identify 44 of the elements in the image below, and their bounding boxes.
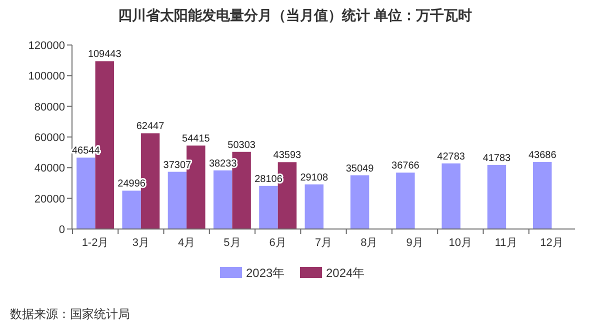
x-tick-label: 9月 bbox=[406, 237, 424, 249]
x-tick-label: 7月 bbox=[314, 237, 332, 249]
y-tick-label: 120000 bbox=[28, 40, 65, 52]
x-tick-label: 1-2月 bbox=[82, 237, 109, 249]
bar bbox=[396, 172, 415, 229]
data-label: 29108 bbox=[300, 172, 328, 184]
bar bbox=[350, 175, 370, 229]
y-tick-label: 20000 bbox=[34, 193, 65, 206]
legend-label: 2024年 bbox=[326, 266, 365, 280]
x-tick-label: 11月 bbox=[494, 237, 518, 249]
chart-title: 四川省太阳能发电量分月（当月值）统计 单位：万千瓦时 bbox=[118, 7, 472, 23]
y-tick-label: 100000 bbox=[28, 70, 65, 83]
data-label: 42783 bbox=[437, 151, 466, 162]
y-tick-label: 0 bbox=[58, 224, 65, 236]
x-tick-label: 4月 bbox=[178, 237, 196, 249]
x-tick-label: 12月 bbox=[540, 237, 564, 249]
bar bbox=[168, 172, 187, 229]
data-label: 109443 bbox=[88, 49, 122, 60]
source-note: 数据来源：国家统计局 bbox=[10, 307, 130, 321]
legend-label: 2023年 bbox=[246, 266, 285, 280]
y-tick-label: 60000 bbox=[34, 132, 65, 144]
bar bbox=[533, 162, 552, 229]
x-tick-label: 10月 bbox=[448, 237, 472, 249]
bar bbox=[259, 186, 278, 229]
data-label: 50303 bbox=[228, 140, 256, 151]
x-tick-label: 8月 bbox=[360, 237, 378, 249]
bar bbox=[487, 164, 506, 229]
bar bbox=[76, 158, 96, 229]
x-tick-label: 3月 bbox=[132, 237, 150, 249]
data-label: 41783 bbox=[482, 152, 512, 164]
y-tick-label: 80000 bbox=[34, 101, 65, 114]
data-label: 35049 bbox=[346, 163, 374, 174]
x-tick-label: 6月 bbox=[269, 237, 286, 249]
data-label: 54415 bbox=[182, 134, 210, 145]
bar bbox=[304, 184, 324, 229]
bar bbox=[213, 170, 232, 229]
data-label: 62447 bbox=[136, 121, 165, 132]
y-tick-label: 40000 bbox=[34, 162, 65, 175]
bar bbox=[442, 163, 460, 229]
data-label: 43593 bbox=[273, 150, 302, 162]
data-label: 36766 bbox=[392, 160, 420, 172]
data-label: 43686 bbox=[528, 150, 557, 162]
bar bbox=[122, 190, 141, 229]
x-tick-label: 5月 bbox=[224, 237, 241, 249]
